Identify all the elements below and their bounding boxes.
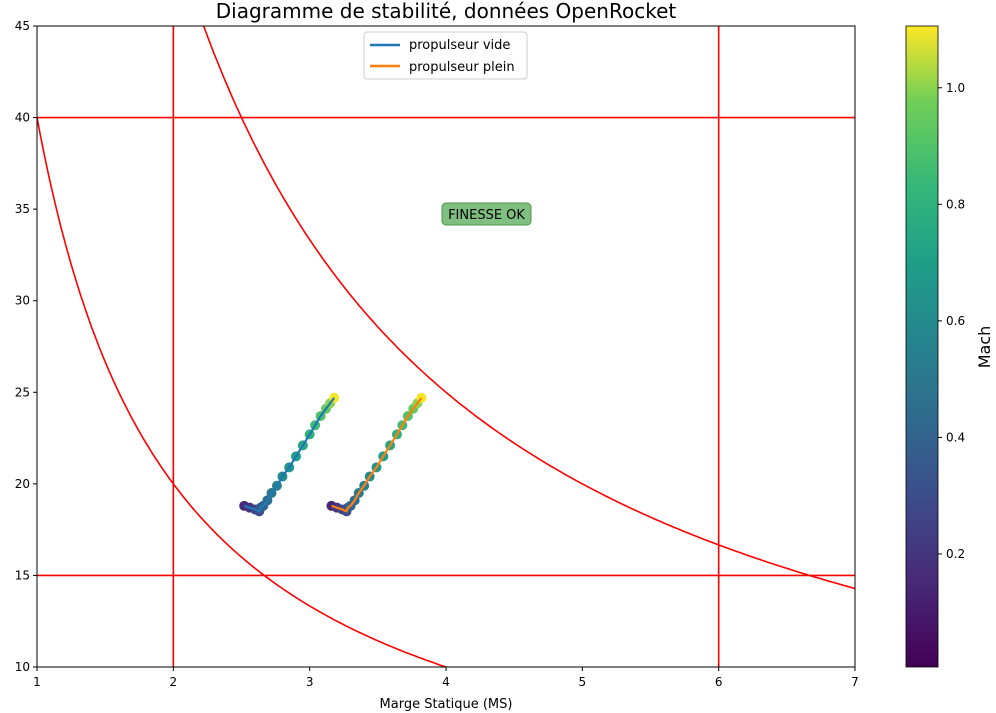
- series-line-plein: [331, 397, 423, 513]
- x-tick-label: 3: [306, 675, 314, 689]
- y-tick-label: 45: [15, 19, 30, 33]
- annotation-finesse-ok: FINESSE OK: [441, 202, 532, 226]
- y-tick-label: 20: [15, 477, 30, 491]
- x-tick-label: 5: [579, 675, 587, 689]
- reference-hyperbola: [37, 117, 449, 667]
- plot-frame: [36, 25, 856, 668]
- colorbar-label: Mach: [975, 326, 994, 369]
- legend: propulseur vide propulseur plein: [363, 31, 528, 80]
- y-tick-label: 25: [15, 385, 30, 399]
- x-tick-label: 4: [442, 675, 450, 689]
- colorbar: [905, 25, 939, 668]
- colorbar-tick-label: 1.0: [946, 81, 965, 95]
- legend-label-vide: propulseur vide: [409, 38, 510, 53]
- x-tick-label: 1: [33, 675, 41, 689]
- x-tick-label: 7: [851, 675, 859, 689]
- x-tick-label: 2: [170, 675, 178, 689]
- y-tick-label: 40: [15, 111, 30, 125]
- legend-label-plein: propulseur plein: [409, 60, 515, 75]
- series-line-vide: [243, 397, 336, 513]
- y-tick-label: 30: [15, 294, 30, 308]
- x-axis-label: Marge Statique (MS): [380, 697, 513, 712]
- y-tick-label: 35: [15, 202, 30, 216]
- colorbar-tick-label: 0.2: [946, 547, 965, 561]
- colorbar-tick-label: 0.4: [946, 430, 965, 444]
- colorbar-tick-label: 0.6: [946, 314, 965, 328]
- chart-title: Diagramme de stabilité, données OpenRock…: [216, 0, 677, 23]
- colorbar-tick-label: 0.8: [946, 197, 965, 211]
- reference-hyperbola: [202, 26, 855, 590]
- y-tick-label: 10: [15, 660, 30, 674]
- annotation-text: FINESSE OK: [448, 208, 525, 223]
- x-tick-label: 6: [715, 675, 723, 689]
- y-tick-label: 15: [15, 568, 30, 582]
